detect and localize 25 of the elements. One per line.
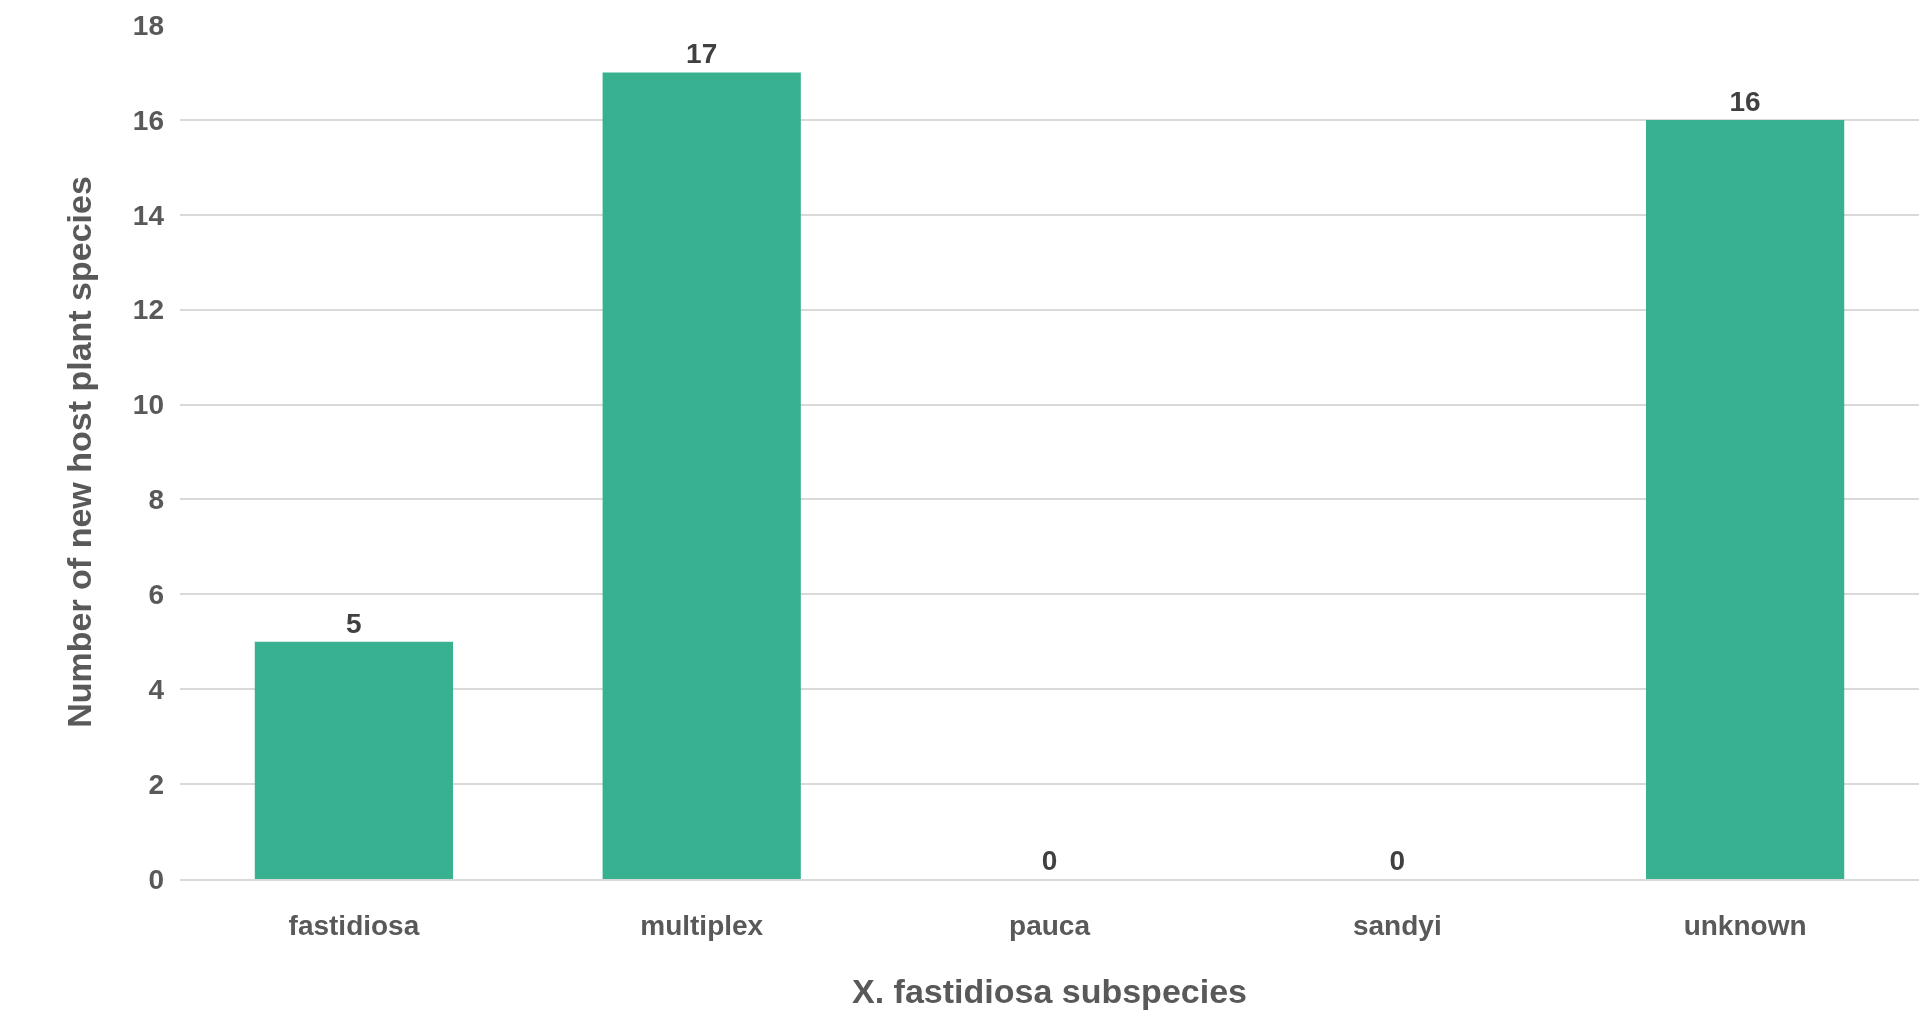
y-tick-label: 4 (148, 674, 165, 706)
x-tick-label: unknown (1683, 909, 1807, 941)
data-label: 0 (1041, 845, 1058, 876)
bar (254, 641, 454, 879)
data-label: 17 (686, 38, 718, 70)
y-tick-label: 6 (148, 579, 164, 611)
y-tick-label: 10 (132, 389, 164, 421)
bar (602, 72, 801, 879)
bar (1645, 119, 1845, 879)
x-tick-label: multiplex (640, 909, 764, 941)
x-tick-label: sandyi (1352, 909, 1442, 941)
x-tick-label: fastidiosa (288, 909, 420, 941)
x-tick-label: pauca (1009, 909, 1091, 941)
data-label: 5 (346, 607, 362, 639)
y-tick-label: 8 (148, 484, 164, 516)
data-label: 16 (1729, 85, 1761, 117)
y-axis-title: Number of new host plant species (60, 176, 99, 728)
y-tick-label: 16 (132, 104, 164, 136)
x-axis-title: X. fastidiosa subspecies (852, 972, 1247, 1011)
y-tick-label: 14 (132, 199, 165, 231)
y-tick-label: 18 (132, 9, 164, 41)
y-tick-label: 2 (148, 768, 164, 800)
y-tick-label: 12 (132, 294, 164, 326)
data-label: 0 (1389, 845, 1406, 876)
y-tick-label: 0 (148, 863, 164, 895)
